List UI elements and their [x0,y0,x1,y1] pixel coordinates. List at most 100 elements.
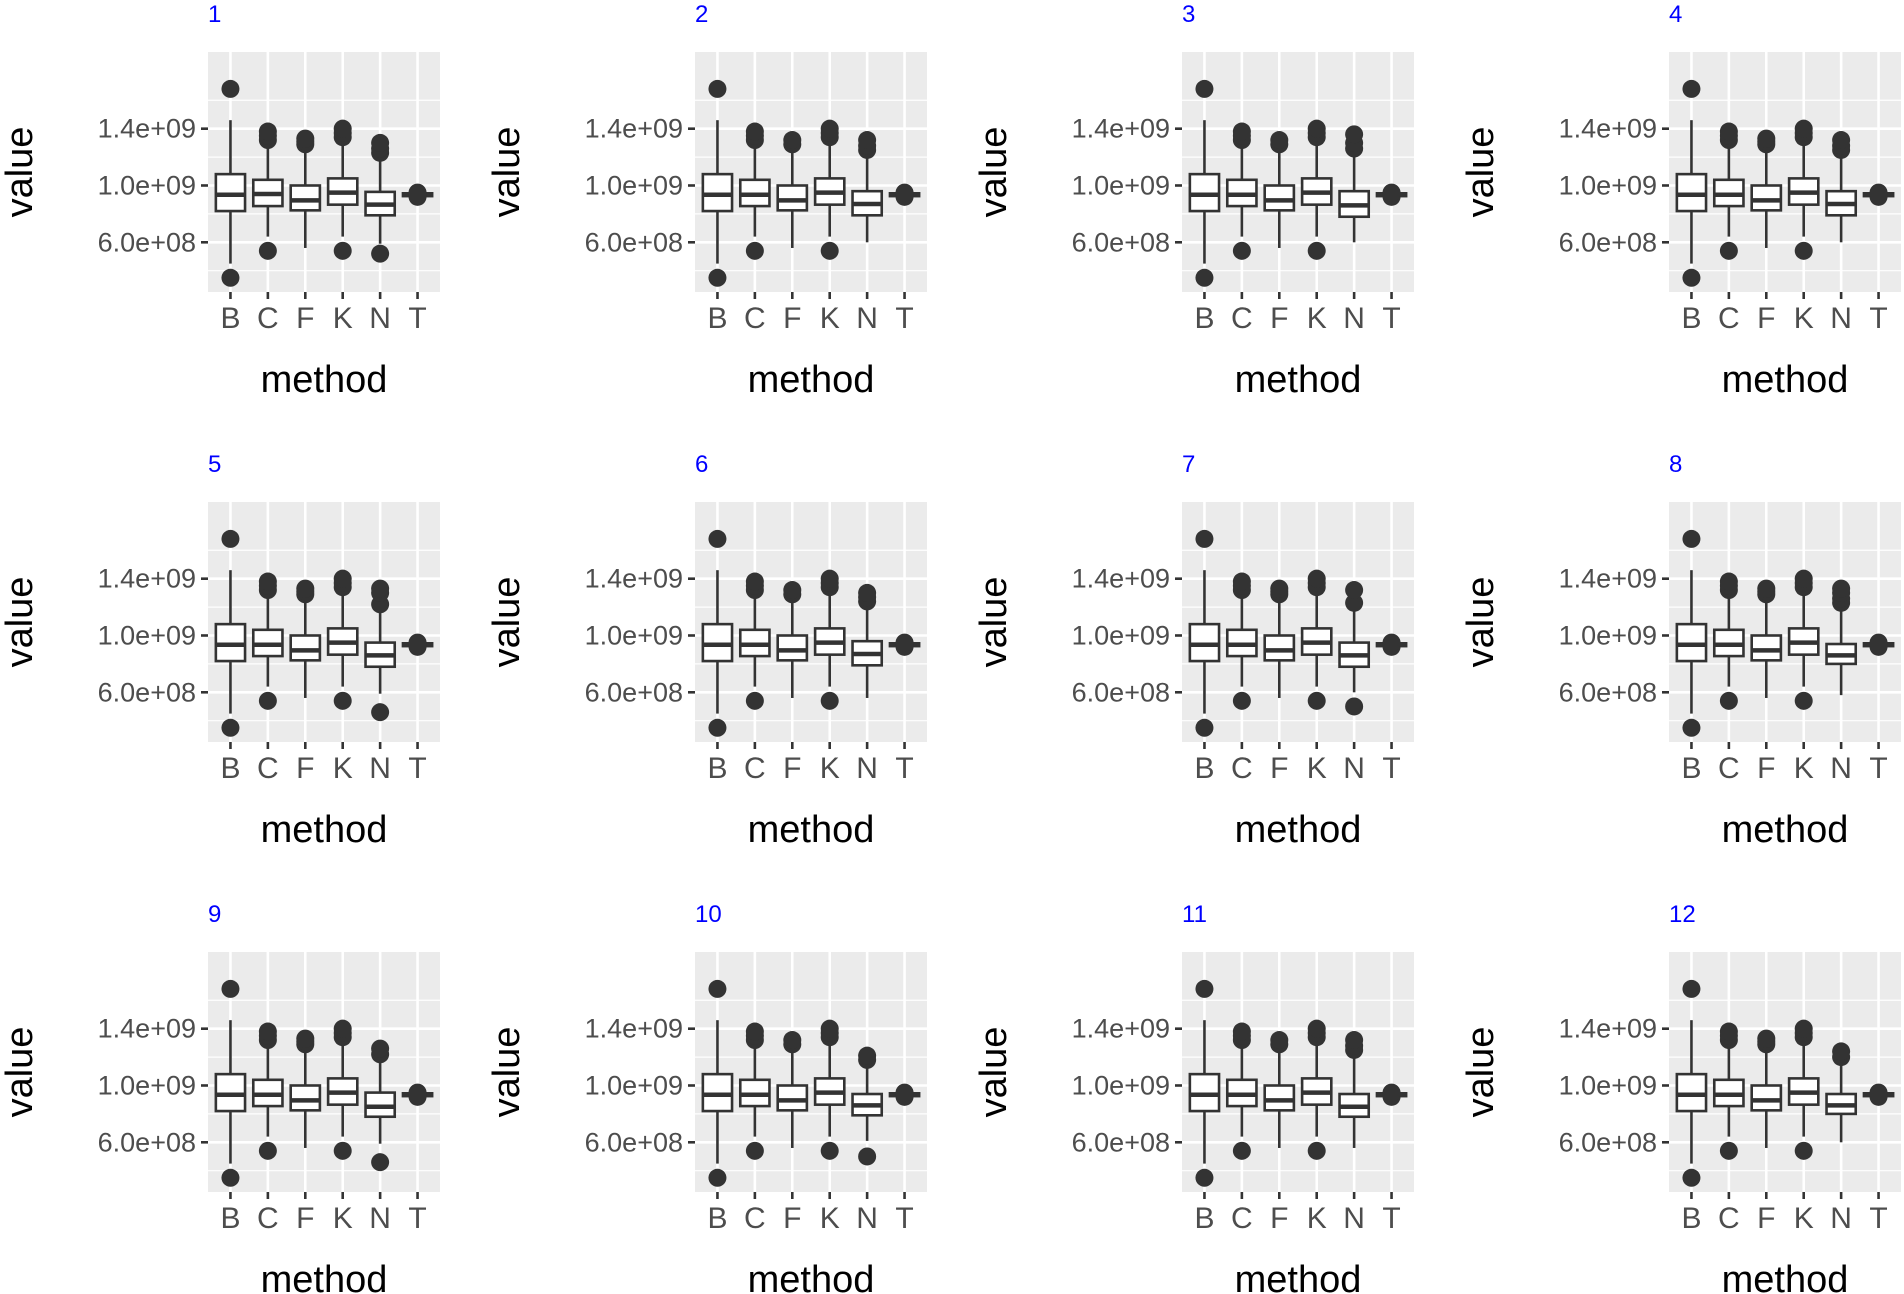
box-K [1787,569,1820,710]
outlier-point [1719,1141,1738,1160]
outlier-point [371,133,390,152]
y-tick-label: 1.4e+09 [1559,114,1657,144]
x-tick-label: T [895,752,913,785]
outlier-point [296,1029,315,1048]
outlier-point [1345,1031,1364,1050]
box-C [1712,572,1745,710]
x-tick-label: F [296,752,314,785]
y-tick-label: 1.4e+09 [1072,564,1170,594]
x-tick-label: B [1681,1202,1701,1235]
x-tick-label: B [707,1202,727,1235]
x-tick-label: T [408,752,426,785]
outlier-point [258,691,277,710]
y-tick-label: 1.4e+09 [585,114,683,144]
box-N [1825,579,1858,696]
x-tick-label: K [1794,302,1814,335]
x-tick-label: C [1718,302,1740,335]
y-axis-title: value [1460,577,1502,668]
box-N [851,1046,884,1166]
outlier-point [895,1083,914,1102]
x-axis-title: method [1722,359,1849,401]
outlier-point [1794,1019,1813,1038]
outlier-point [258,1141,277,1160]
x-tick-label: T [1382,302,1400,335]
box-K [813,1019,846,1160]
box-B [214,979,247,1187]
box-K [326,119,359,260]
x-tick-label: N [1830,1202,1852,1235]
y-axis-title: value [973,577,1015,668]
plot-panel-background [695,52,927,292]
y-axis-title: value [0,577,41,668]
outlier-point [1382,1083,1401,1102]
box-F [1263,131,1296,248]
iqr-box [289,184,322,212]
y-tick-label: 1.4e+09 [1072,1014,1170,1044]
outlier-point [820,1141,839,1160]
box-B [214,79,247,287]
outlier-point [333,241,352,260]
box-B [214,529,247,737]
outlier-point [708,529,727,548]
box-N [1338,1031,1371,1148]
x-axis-title: method [1235,809,1362,851]
y-tick-label: 1.0e+09 [98,1070,196,1100]
box-T [1862,1083,1895,1106]
box-B [1675,979,1708,1187]
plot-panel-background [1182,952,1414,1192]
box-K [1300,119,1333,260]
x-tick-label: K [333,752,353,785]
x-tick-label: B [707,752,727,785]
x-tick-label: T [408,1202,426,1235]
outlier-point [1232,1141,1251,1160]
outlier-point [221,268,240,287]
panel-number-label: 12 [1669,901,1696,928]
iqr-box [776,184,809,212]
outlier-point [1719,241,1738,260]
x-axis-title: method [748,359,875,401]
panel-number-label: 2 [695,1,708,28]
outlier-point [1270,579,1289,598]
plot-panel-background [695,952,927,1192]
panel-number-label: 5 [208,451,221,478]
outlier-point [895,183,914,202]
box-F [1263,579,1296,698]
x-tick-label: B [707,302,727,335]
x-tick-label: T [1382,752,1400,785]
box-K [813,119,846,260]
y-tick-label: 6.0e+08 [98,227,196,257]
outlier-point [820,119,839,138]
box-C [1712,1022,1745,1160]
iqr-box [1750,1084,1783,1112]
y-tick-label: 6.0e+08 [1072,1127,1170,1157]
plot-panel-background [1669,52,1901,292]
x-axis-title: method [1722,809,1849,851]
x-tick-label: K [1794,752,1814,785]
outlier-point [1232,122,1251,141]
x-tick-label: T [895,1202,913,1235]
y-tick-label: 6.0e+08 [98,1127,196,1157]
y-tick-label: 1.0e+09 [1559,620,1657,650]
box-T [401,183,434,206]
iqr-box [1263,634,1296,662]
x-tick-label: F [1757,302,1775,335]
outlier-point [1682,718,1701,737]
iqr-box [289,1084,322,1112]
outlier-point [1195,1168,1214,1187]
y-axis-title: value [486,1027,528,1118]
x-tick-label: F [1270,302,1288,335]
x-tick-label: N [369,302,391,335]
x-tick-label: B [1681,302,1701,335]
box-C [1225,1022,1258,1160]
outlier-point [708,79,727,98]
x-tick-label: F [296,302,314,335]
x-tick-label: K [1307,752,1327,785]
box-K [326,569,359,710]
x-tick-label: K [333,302,353,335]
y-tick-label: 6.0e+08 [1559,677,1657,707]
x-tick-label: N [856,302,878,335]
x-tick-label: B [1194,1202,1214,1235]
